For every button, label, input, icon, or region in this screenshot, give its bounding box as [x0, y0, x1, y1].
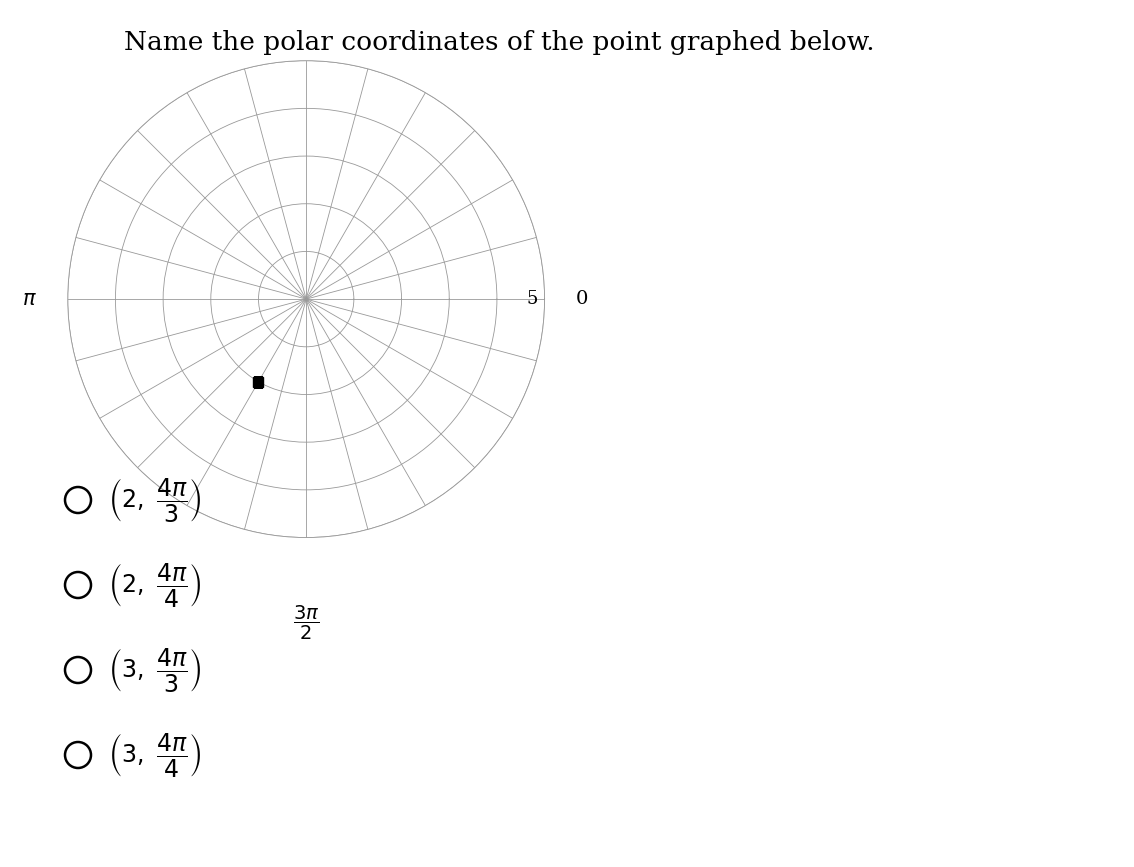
Text: $\pi$: $\pi$: [22, 290, 36, 309]
Text: Name the polar coordinates of the point graphed below.: Name the polar coordinates of the point …: [124, 30, 874, 55]
Text: 5: 5: [526, 290, 538, 308]
Text: $\left(3,\ \dfrac{4\pi}{3}\right)$: $\left(3,\ \dfrac{4\pi}{3}\right)$: [108, 646, 202, 694]
Text: $\left(3,\ \dfrac{4\pi}{4}\right)$: $\left(3,\ \dfrac{4\pi}{4}\right)$: [108, 731, 202, 779]
Text: $\left(2,\ \dfrac{4\pi}{3}\right)$: $\left(2,\ \dfrac{4\pi}{3}\right)$: [108, 476, 202, 524]
Text: $\dfrac{3\pi}{2}$: $\dfrac{3\pi}{2}$: [293, 604, 320, 642]
Text: 0: 0: [576, 290, 587, 308]
Text: $\left(2,\ \dfrac{4\pi}{4}\right)$: $\left(2,\ \dfrac{4\pi}{4}\right)$: [108, 561, 202, 609]
